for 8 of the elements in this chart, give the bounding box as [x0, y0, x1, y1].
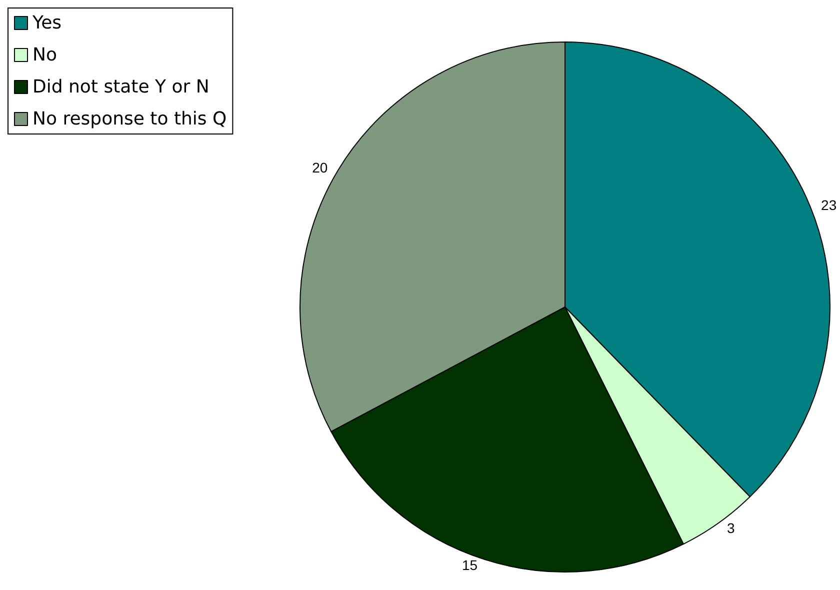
data-label: 20 [312, 159, 328, 176]
data-label: 23 [821, 196, 837, 213]
legend-label: Did not state Y or N [32, 76, 210, 98]
legend-label: Yes [32, 12, 62, 34]
legend-label: No [32, 44, 57, 66]
legend-label: No response to this Q [32, 108, 227, 130]
data-label: 3 [727, 520, 736, 536]
data-label: 15 [462, 557, 478, 574]
